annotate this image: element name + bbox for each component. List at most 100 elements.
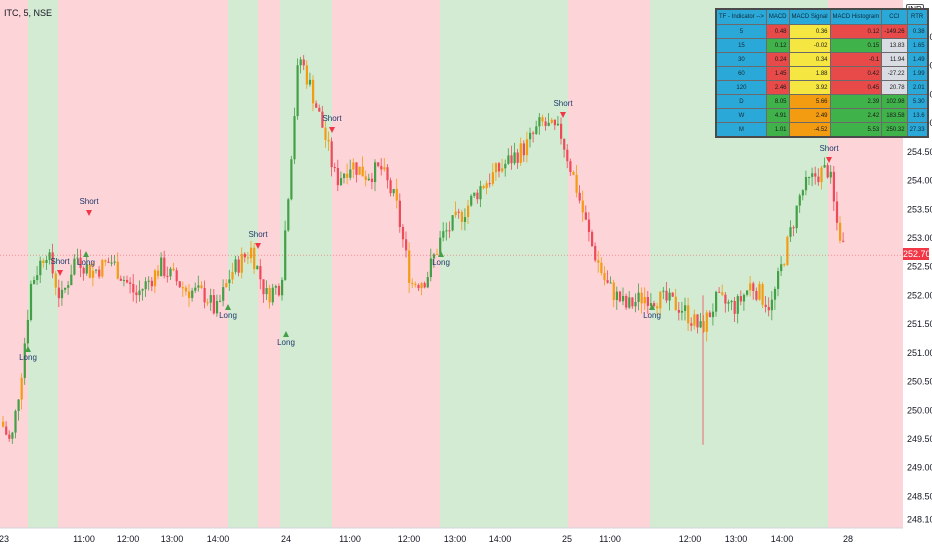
long-arrow-icon	[438, 251, 444, 257]
short-arrow-icon	[560, 112, 566, 118]
candle-body	[333, 167, 336, 169]
candle-body	[535, 126, 538, 134]
candle-body	[494, 163, 498, 173]
background-zone	[58, 0, 88, 528]
candle-body	[677, 309, 680, 313]
signal-short-label: Short	[819, 144, 839, 153]
short-arrow-icon	[826, 157, 832, 163]
y-tick-label: 251.00	[907, 348, 932, 358]
tf-cell: W	[715, 108, 767, 123]
candle-body	[699, 321, 702, 328]
candle-body	[625, 295, 628, 308]
candle-body	[339, 178, 343, 186]
candle-body	[612, 282, 615, 301]
candle-body	[733, 300, 736, 314]
candle-body	[42, 260, 45, 263]
candle-body	[789, 227, 792, 237]
candle-body	[786, 236, 789, 265]
y-tick-label: 249.00	[907, 463, 932, 473]
candle-body	[659, 291, 662, 309]
candle-body	[45, 259, 48, 263]
candle-body	[423, 283, 426, 288]
value-cell: 5.53	[829, 122, 883, 138]
value-cell: 5.66	[788, 94, 831, 109]
candle-body	[262, 279, 265, 295]
value-cell: 0.48	[765, 24, 790, 39]
candle-body	[250, 247, 253, 259]
value-cell: -27.22	[881, 66, 908, 81]
candle-body	[597, 260, 600, 263]
candle-body	[516, 152, 519, 163]
signal-short-label: Short	[248, 230, 268, 239]
candle-body	[188, 291, 191, 299]
candle-body	[23, 343, 26, 378]
candle-body	[209, 295, 212, 303]
candle-body	[144, 281, 147, 290]
tf-cell: 30	[715, 52, 767, 67]
value-cell: -4.52	[788, 122, 831, 138]
value-cell: 1.45	[765, 66, 790, 81]
candle-body	[299, 59, 302, 66]
x-tick-label: 14:00	[207, 534, 230, 544]
last-price-tag: 252.70	[903, 248, 931, 260]
candle-body	[668, 292, 671, 301]
candle-body	[256, 266, 259, 270]
long-arrow-icon	[649, 304, 655, 310]
y-tick-label: 250.00	[907, 405, 932, 415]
symbol-label[interactable]: ITC, 5, NSE	[4, 8, 53, 18]
candle-body	[581, 200, 584, 213]
candle-body	[85, 264, 88, 274]
value-cell: 4.91	[765, 108, 790, 123]
candle-body	[519, 143, 522, 163]
candle-body	[70, 274, 73, 286]
table-row: 15 0.12 -0.02 0.15 13.83 1.65	[715, 38, 929, 53]
candle-body	[271, 287, 274, 303]
candle-body	[98, 269, 101, 277]
candle-body	[305, 65, 308, 85]
table-header-cell: MACD Histogram	[829, 8, 883, 25]
candle-body	[352, 162, 355, 170]
candle-body	[113, 261, 116, 263]
candle-body	[215, 300, 219, 314]
candle-body	[591, 232, 594, 246]
signal-long-label: Long	[219, 311, 237, 320]
candle-body	[736, 296, 739, 314]
candle-body	[141, 289, 144, 291]
table-header-cell: CCI	[881, 8, 908, 25]
signal-short-label: Short	[79, 197, 99, 206]
x-tick-label: 14:00	[489, 534, 512, 544]
value-cell: 0.12	[765, 38, 790, 53]
candle-body	[374, 162, 377, 183]
candle-body	[29, 283, 33, 320]
candle-body	[547, 122, 550, 126]
tf-cell: 60	[715, 66, 767, 81]
candle-body	[491, 172, 494, 184]
candle-body	[60, 289, 64, 299]
tf-cell: D	[715, 94, 767, 109]
candle-body	[467, 205, 470, 218]
tf-cell: 15	[715, 38, 767, 53]
value-cell: 8.05	[765, 94, 790, 109]
long-arrow-icon	[83, 251, 89, 257]
candle-body	[36, 275, 39, 281]
table-row: 60 1.45 1.88 0.42 -27.22 1.99	[715, 66, 929, 81]
y-tick-label: 253.50	[907, 204, 932, 214]
x-tick-label: 12:00	[117, 534, 140, 544]
tf-cell: 5	[715, 24, 767, 39]
candle-body	[296, 65, 299, 117]
candle-body	[479, 186, 482, 200]
candle-body	[566, 149, 569, 162]
candle-body	[200, 285, 203, 289]
candle-body	[380, 166, 383, 170]
background-zone	[440, 0, 568, 528]
y-tick-label: 254.00	[907, 176, 932, 186]
value-cell: 2.01	[906, 80, 929, 95]
value-cell: 27.33	[906, 122, 929, 138]
candle-body	[541, 117, 544, 122]
candle-body	[476, 192, 479, 200]
candle-body	[544, 121, 547, 126]
x-tick-label: 12:00	[679, 534, 702, 544]
candle-body	[392, 188, 395, 194]
